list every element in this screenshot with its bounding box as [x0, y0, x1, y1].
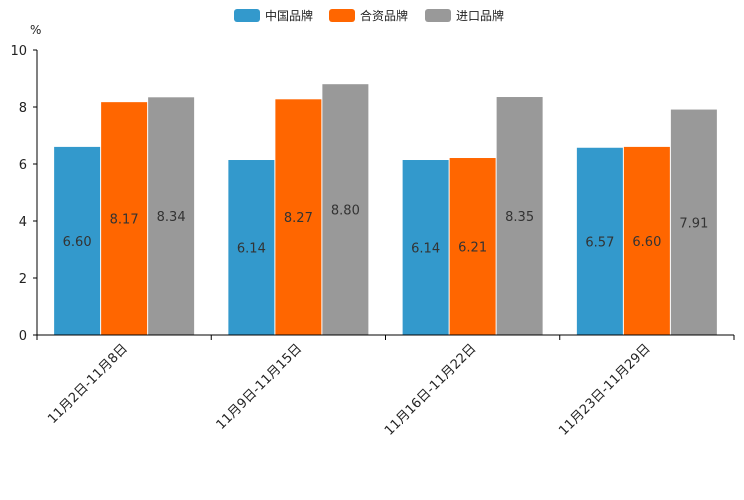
- bar-value-label: 6.21: [458, 241, 487, 256]
- bars: 6.60 8.17 8.34 6.14 8.27 8.80 6.14 6.21 8.35 6.57…: [54, 84, 717, 336]
- legend-swatch-2: [425, 9, 451, 22]
- bar-value-label: 8.27: [284, 211, 313, 226]
- legend: 中国品牌 合资品牌 进口品牌: [234, 8, 504, 23]
- y-tick-label: 8: [19, 101, 27, 116]
- x-tick-label: 11月9日-11月15日: [214, 341, 306, 433]
- bar-1-2: [449, 158, 496, 335]
- legend-swatch-1: [329, 9, 355, 22]
- bar-1-1: [275, 99, 322, 336]
- y-tick-label: 6: [19, 158, 27, 173]
- bar-value-label: 8.35: [505, 210, 534, 225]
- bar-value-label: 6.60: [632, 235, 661, 250]
- y-tick-label: 10: [10, 44, 27, 59]
- bar-2-1: [322, 84, 369, 335]
- bar-value-label: 6.60: [63, 235, 92, 250]
- x-axis: 11月2日-11月8日 11月9日-11月15日 11月16日-11月22日 11月2…: [36, 334, 735, 439]
- bar-1-3: [623, 146, 670, 335]
- y-axis: 0 2 4 6 8 10: [10, 44, 38, 344]
- y-tick-label: 0: [19, 329, 27, 344]
- bar-2-2: [496, 97, 543, 336]
- legend-label-0: 中国品牌: [265, 8, 313, 23]
- y-tick-label: 2: [19, 272, 27, 287]
- bar-2-3: [670, 109, 717, 335]
- bar-0-1: [228, 160, 275, 335]
- bar-value-label: 6.14: [411, 242, 440, 257]
- legend-label-1: 合资品牌: [360, 8, 408, 23]
- bar-0-2: [402, 160, 449, 335]
- bar-value-label: 6.57: [585, 235, 614, 250]
- bar-0-0: [54, 146, 101, 335]
- x-tick-label: 11月23日-11月29日: [556, 341, 653, 438]
- y-unit-label: %: [30, 23, 41, 37]
- legend-swatch-0: [234, 9, 260, 22]
- x-tick-label: 11月2日-11月8日: [45, 341, 131, 427]
- bar-1-0: [101, 102, 148, 335]
- bar-value-label: 8.17: [110, 213, 139, 228]
- bar-value-label: 6.14: [237, 242, 266, 257]
- bar-value-label: 7.91: [679, 216, 708, 231]
- x-tick-label: 11月16日-11月22日: [382, 341, 479, 438]
- bar-0-3: [576, 147, 623, 335]
- y-tick-label: 4: [19, 215, 27, 230]
- bar-2-0: [148, 97, 195, 335]
- legend-label-2: 进口品牌: [456, 9, 504, 23]
- bar-value-label: 8.34: [157, 210, 186, 225]
- bar-value-label: 8.80: [331, 204, 360, 219]
